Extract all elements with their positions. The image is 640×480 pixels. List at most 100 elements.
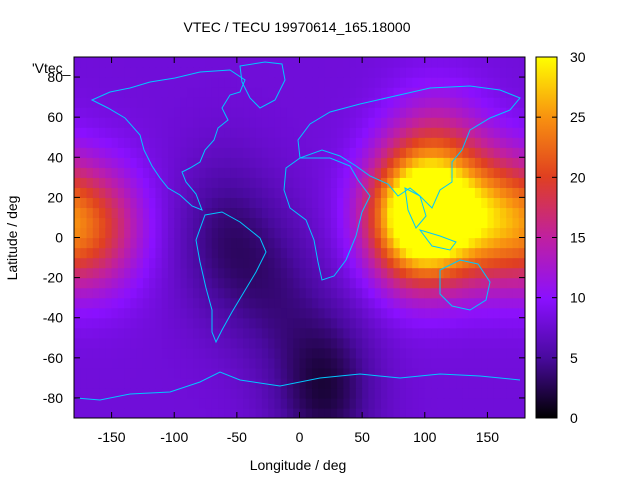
heatmap-cell xyxy=(142,77,150,88)
heatmap-cell xyxy=(474,247,482,259)
heatmap-cell xyxy=(117,207,125,219)
heatmap-cell xyxy=(80,297,88,309)
heatmap-cell xyxy=(161,407,169,418)
heatmap-cell xyxy=(330,157,338,168)
heatmap-cell xyxy=(487,127,495,138)
heatmap-cell xyxy=(387,117,395,128)
heatmap-cell xyxy=(205,87,213,98)
heatmap-cell xyxy=(512,267,520,279)
heatmap-cell xyxy=(487,157,495,168)
heatmap-cell xyxy=(330,247,338,259)
heatmap-cell xyxy=(318,207,326,219)
heatmap-cell xyxy=(130,257,138,269)
heatmap-cell xyxy=(249,137,257,148)
heatmap-cell xyxy=(474,287,482,299)
heatmap-cell xyxy=(280,317,288,329)
heatmap-cell xyxy=(230,217,238,229)
heatmap-cell xyxy=(456,387,463,399)
heatmap-cell xyxy=(362,257,369,269)
heatmap-cell xyxy=(230,147,238,158)
heatmap-cell xyxy=(337,357,344,369)
heatmap-cell xyxy=(305,317,313,329)
heatmap-cell xyxy=(437,217,445,229)
heatmap-cell xyxy=(399,87,407,98)
heatmap-cell xyxy=(193,367,200,379)
heatmap-cell xyxy=(355,117,363,128)
heatmap-cell xyxy=(424,397,432,409)
heatmap-cell xyxy=(149,317,157,329)
heatmap-cell xyxy=(318,267,326,279)
heatmap-cell xyxy=(443,187,451,198)
heatmap-cell xyxy=(174,77,182,88)
heatmap-cell xyxy=(92,337,100,349)
heatmap-cell xyxy=(230,377,238,389)
heatmap-cell xyxy=(174,127,182,138)
heatmap-cell xyxy=(424,377,432,389)
heatmap-cell xyxy=(330,297,338,309)
heatmap-cell xyxy=(305,137,313,148)
heatmap-cell xyxy=(86,237,94,249)
heatmap-cell xyxy=(293,167,301,178)
heatmap-cell xyxy=(105,247,113,259)
heatmap-cell xyxy=(174,367,182,379)
heatmap-cell xyxy=(393,217,401,229)
heatmap-cell xyxy=(155,77,163,88)
heatmap-cell xyxy=(167,337,175,349)
heatmap-cell xyxy=(412,307,420,319)
heatmap-cell xyxy=(167,137,175,148)
heatmap-cell xyxy=(249,187,257,198)
heatmap-cell xyxy=(518,87,525,98)
heatmap-cell xyxy=(218,317,225,329)
heatmap-cell xyxy=(424,117,432,128)
heatmap-cell xyxy=(380,127,388,138)
heatmap-cell xyxy=(393,187,401,198)
heatmap-cell xyxy=(343,197,351,209)
heatmap-cell xyxy=(205,337,213,349)
heatmap-cell xyxy=(230,57,238,68)
heatmap-cell xyxy=(456,297,463,309)
heatmap-cell xyxy=(349,367,357,379)
heatmap-cell xyxy=(268,157,276,168)
heatmap-cell xyxy=(149,377,157,389)
heatmap-cell xyxy=(249,87,257,98)
heatmap-cell xyxy=(412,257,420,269)
heatmap-cell xyxy=(456,277,463,289)
heatmap-cell xyxy=(462,77,470,88)
heatmap-cell xyxy=(424,267,432,279)
heatmap-cell xyxy=(324,97,332,108)
heatmap-cell xyxy=(337,387,344,399)
heatmap-cell xyxy=(174,97,182,108)
heatmap-cell xyxy=(330,407,338,418)
heatmap-cell xyxy=(86,197,94,209)
heatmap-cell xyxy=(368,107,376,118)
heatmap-cell xyxy=(481,407,489,418)
heatmap-cell xyxy=(142,147,150,158)
heatmap-cell xyxy=(167,367,175,379)
heatmap-cell xyxy=(174,277,182,289)
heatmap-cell xyxy=(324,217,332,229)
heatmap-cell xyxy=(117,357,125,369)
heatmap-cell xyxy=(136,57,144,68)
heatmap-cell xyxy=(167,167,175,178)
heatmap-cell xyxy=(174,327,182,339)
heatmap-cell xyxy=(399,277,407,289)
heatmap-cell xyxy=(481,197,489,209)
heatmap-cell xyxy=(280,267,288,279)
heatmap-cell xyxy=(349,267,357,279)
heatmap-cell xyxy=(99,257,106,269)
heatmap-cell xyxy=(468,117,476,128)
heatmap-cell xyxy=(368,267,376,279)
heatmap-cell xyxy=(224,397,232,409)
heatmap-cell xyxy=(512,177,520,188)
heatmap-cell xyxy=(261,257,269,269)
heatmap-cell xyxy=(305,397,313,409)
heatmap-cell xyxy=(167,227,175,239)
heatmap-cell xyxy=(343,297,351,309)
heatmap-cell xyxy=(117,267,125,279)
heatmap-cell xyxy=(186,97,194,108)
heatmap-cell xyxy=(174,177,182,188)
heatmap-cell xyxy=(449,347,457,359)
heatmap-cell xyxy=(487,207,495,219)
heatmap-cell xyxy=(255,237,263,249)
heatmap-cell xyxy=(518,217,525,229)
